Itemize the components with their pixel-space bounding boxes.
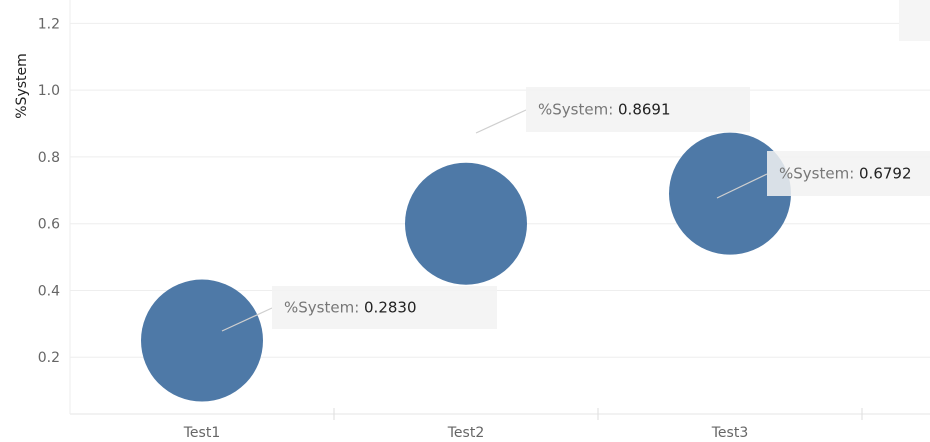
x-tick-label: Test2 <box>447 425 484 441</box>
annotation-label: %System: 0.2830 <box>284 299 417 317</box>
annotation-label: %System: 0.6792 <box>779 165 912 183</box>
annotation-name: %System: <box>779 165 859 183</box>
annotation-leader-line <box>475 109 527 134</box>
x-axis: Test1 Test2 Test3 <box>70 408 930 441</box>
annotation-test1: %System: 0.2830 <box>221 286 497 332</box>
y-axis-title: %System <box>14 53 30 119</box>
y-tick-label: 0.4 <box>38 283 60 299</box>
y-tick-label: 1.0 <box>38 83 60 99</box>
y-tick-label: 0.6 <box>38 217 60 233</box>
annotation-value: 0.6792 <box>859 165 912 183</box>
annotation-leader-line <box>221 307 273 332</box>
annotation-box <box>526 87 750 132</box>
y-tick-label: 0.2 <box>38 350 60 366</box>
data-points <box>141 132 791 402</box>
annotation-value: 0.2830 <box>364 299 417 317</box>
annotation-box <box>767 151 930 196</box>
annotation-test3: %System: 0.6792 <box>716 151 930 199</box>
y-axis: 0.2 0.4 0.6 0.8 1.0 1.2 <box>38 0 71 414</box>
annotation-name: %System: <box>538 101 618 119</box>
annotation-test2: %System: 0.8691 <box>475 87 750 134</box>
data-point-test3[interactable] <box>669 132 791 255</box>
annotation-value: 0.8691 <box>618 101 671 119</box>
x-tick-label: Test1 <box>183 425 220 441</box>
annotation-box <box>272 286 497 329</box>
top-right-panel <box>899 0 930 41</box>
x-tick-label: Test3 <box>711 425 748 441</box>
data-point-test1[interactable] <box>141 279 263 402</box>
y-tick-label: 1.2 <box>38 16 60 32</box>
annotation-label: %System: 0.8691 <box>538 101 671 119</box>
annotation-name: %System: <box>284 299 364 317</box>
y-tick-label: 0.8 <box>38 150 60 166</box>
annotation-leader-line <box>716 173 768 199</box>
annotations: %System: 0.2830%System: 0.8691%System: 0… <box>221 87 930 332</box>
data-point-test2[interactable] <box>405 162 527 285</box>
